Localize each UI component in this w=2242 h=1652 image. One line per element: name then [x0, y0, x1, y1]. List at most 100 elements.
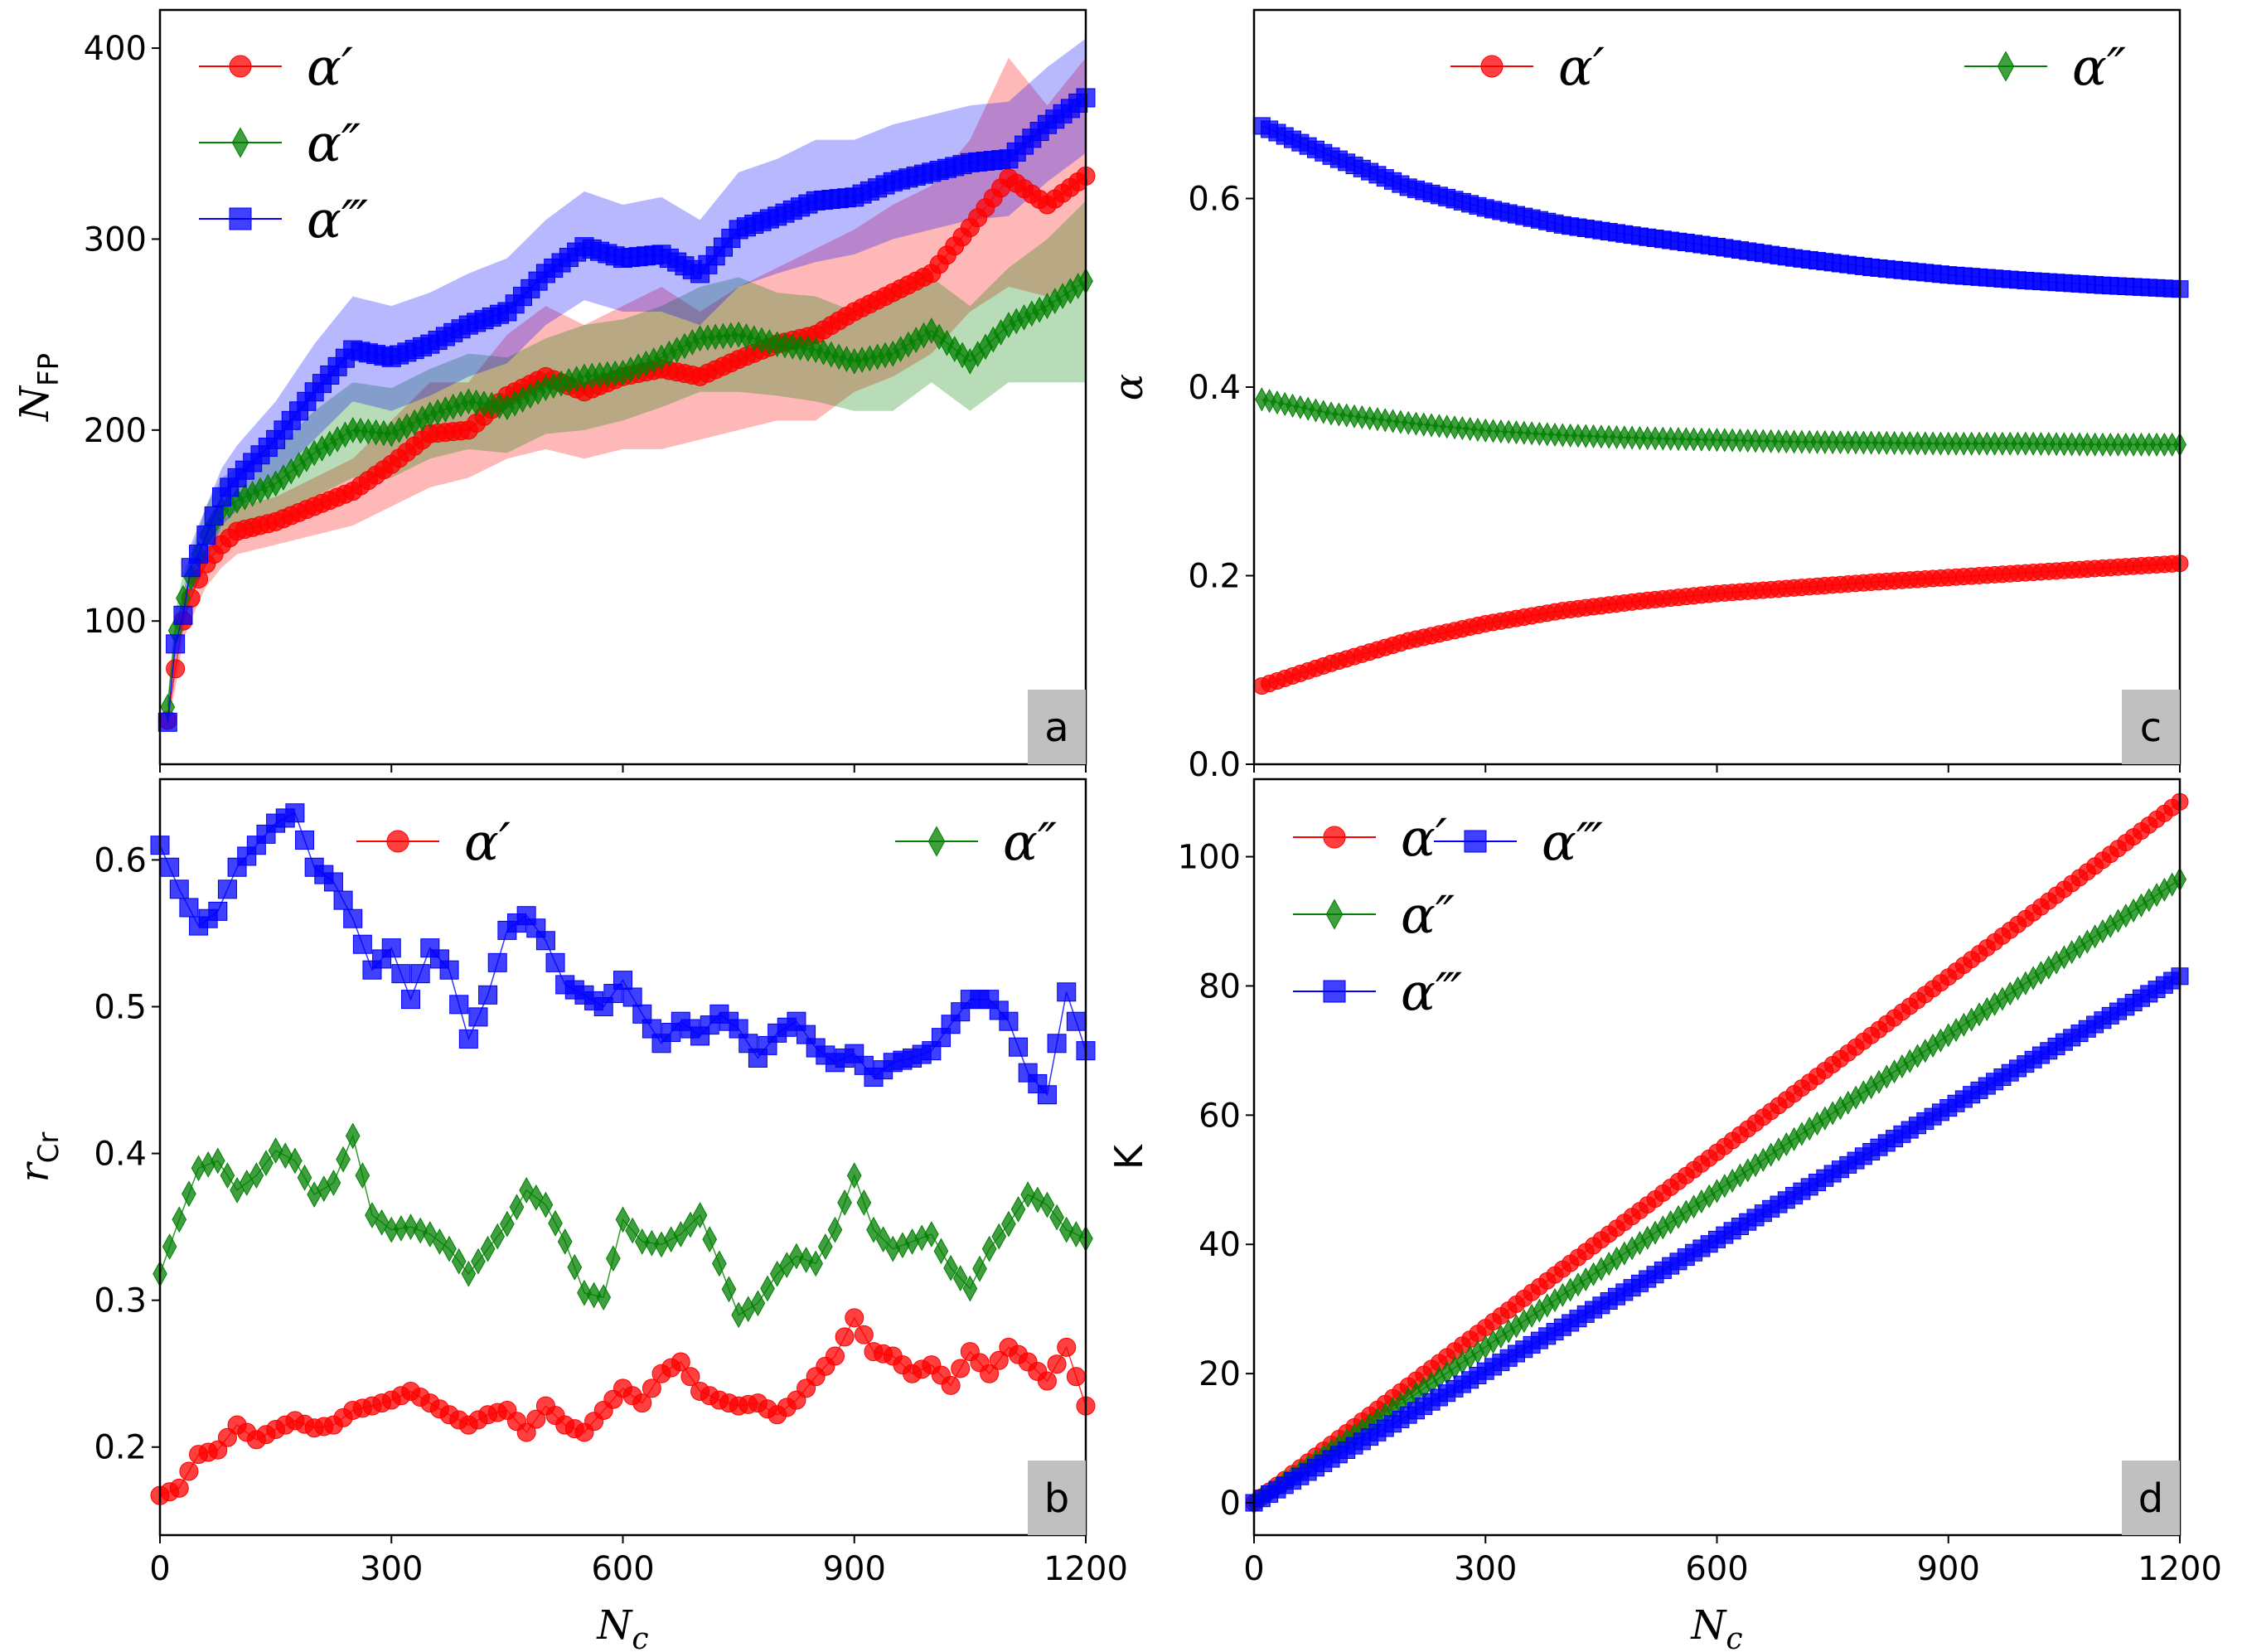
- panel-d-xtick-label: 600: [1685, 1550, 1748, 1588]
- panel-b-point-1: [461, 1260, 477, 1287]
- panel-a-point-2: [204, 506, 224, 526]
- panel-d-xtick-label: 0: [1243, 1550, 1264, 1588]
- panel-b-point-2: [729, 1019, 748, 1039]
- panel-b-legend-marker-0: [386, 830, 409, 853]
- panel-b-point-1: [288, 1147, 303, 1175]
- panel-b-point-1: [471, 1247, 486, 1275]
- panel-d-ytick-label: 100: [1178, 839, 1241, 877]
- panel-b-point-0: [980, 1364, 1000, 1383]
- panel-b-point-0: [941, 1375, 961, 1395]
- panel-b-legend-label-1: α″: [1003, 811, 1057, 872]
- panel-b-point-1: [259, 1150, 274, 1176]
- panel-b-point-1: [673, 1221, 689, 1247]
- panel-b-point-0: [1057, 1337, 1077, 1357]
- panel-b-point-1: [866, 1216, 881, 1243]
- panel-b-point-1: [1049, 1204, 1064, 1231]
- panel-b-point-1: [500, 1210, 515, 1238]
- panel-b-point-2: [545, 952, 565, 972]
- panel-a-point-2: [189, 545, 209, 564]
- panel-b-point-1: [210, 1147, 225, 1175]
- panel-b-point-0: [1066, 1367, 1086, 1387]
- panel-b-point-1: [846, 1162, 862, 1189]
- panel-b-point-1: [644, 1229, 660, 1257]
- panel-b-point-2: [1066, 1011, 1086, 1031]
- panel-b-point-2: [381, 938, 401, 958]
- panel-b-point-1: [769, 1260, 785, 1287]
- panel-a-ytick-label: 200: [84, 412, 147, 450]
- panel-b-point-1: [509, 1194, 525, 1221]
- panel-a-point-2: [173, 605, 193, 625]
- panel-b-point-1: [1010, 1195, 1026, 1223]
- panel-b-point-2: [999, 1011, 1019, 1031]
- panel-b-point-2: [738, 1034, 758, 1054]
- panel-b-point-2: [401, 990, 421, 1010]
- panel-a-legend-marker-0: [229, 55, 252, 78]
- panel-b-ytick-label: 0.6: [94, 841, 147, 879]
- panel-b-xtick-label: 900: [823, 1550, 886, 1588]
- panel-b-point-0: [169, 1478, 189, 1498]
- panel-c-label-box: [2122, 690, 2180, 764]
- panel-b-point-1: [943, 1254, 958, 1281]
- panel-b-label-box: [1028, 1461, 1086, 1535]
- panel-b-label: b: [1044, 1475, 1069, 1522]
- panel-b-point-2: [622, 987, 642, 1007]
- panel-b-point-1: [249, 1162, 264, 1189]
- panel-b-point-1: [606, 1245, 621, 1272]
- panel-b-legend-label-2: α‴: [1542, 811, 1603, 872]
- panel-b-point-1: [837, 1189, 852, 1216]
- panel-c-legend-label-0: α′: [1558, 36, 1605, 97]
- panel-b-point-1: [345, 1122, 361, 1150]
- panel-b-point-0: [835, 1327, 855, 1347]
- panel-b-point-2: [449, 995, 469, 1015]
- panel-a-point-2: [196, 526, 216, 545]
- panel-a-point-0: [166, 659, 186, 679]
- panel-d-ytick-label: 60: [1198, 1097, 1241, 1135]
- panel-a-ylabel: NFP: [12, 353, 65, 422]
- panel-b-point-1: [875, 1226, 891, 1253]
- panel-b-point-2: [487, 952, 507, 972]
- panel-b-xlabel: Nc: [596, 1602, 648, 1652]
- panel-b-ytick-label: 0.4: [94, 1136, 147, 1174]
- panel-b-xtick-label: 600: [591, 1550, 654, 1588]
- panel-b-point-2: [410, 964, 430, 984]
- panel-b-ytick-label: 0.5: [94, 988, 147, 1026]
- panel-b-point-0: [526, 1409, 546, 1429]
- panel-b-point-2: [208, 901, 228, 921]
- panel-b-xtick-label: 1200: [1044, 1550, 1128, 1588]
- panel-b: 0.20.30.40.50.60 300 600 900 1200 b α′ α″ α‴ r…: [12, 778, 1603, 1652]
- panel-b-point-2: [160, 857, 180, 877]
- panel-d-label: d: [2138, 1475, 2163, 1522]
- panel-a-legend-label-0: α′: [307, 36, 353, 97]
- panel-b-point-1: [972, 1255, 987, 1282]
- panel-c: 0.00.20.40.6 c α′α″α‴ α: [1106, 8, 2189, 784]
- panel-b-point-0: [825, 1346, 845, 1366]
- panel-a-label: a: [1044, 705, 1068, 751]
- panel-b-point-1: [856, 1189, 872, 1216]
- panel-b-point-1: [403, 1214, 419, 1240]
- panel-b-point-0: [1047, 1354, 1067, 1374]
- panel-c-legend-marker-1: [1997, 51, 2015, 82]
- panel-a-point-1: [955, 342, 970, 369]
- panel-b-point-1: [1001, 1210, 1016, 1238]
- panel-b-legend: α′ α″ α‴: [356, 811, 1603, 872]
- panel-d-ytick-label: 0: [1220, 1485, 1241, 1523]
- panel-a-point-2: [166, 634, 186, 654]
- panel-b-point-2: [217, 879, 237, 899]
- panel-b-point-0: [671, 1352, 690, 1372]
- panel-b-point-0: [951, 1359, 971, 1378]
- panel-a-label-box: [1028, 690, 1086, 764]
- panel-a-point-1: [924, 317, 939, 344]
- panel-b-xtick-label: 0: [149, 1550, 170, 1588]
- panel-b-point-0: [680, 1367, 700, 1387]
- panel-b-point-2: [343, 908, 363, 928]
- panel-b-point-1: [182, 1180, 196, 1208]
- panel-b-xtick-label: 300: [360, 1550, 423, 1588]
- panel-d-ytick-label: 80: [1198, 967, 1241, 1005]
- panel-b-point-1: [172, 1206, 187, 1233]
- panel-d-xlabel: Nc: [1690, 1602, 1742, 1652]
- panel-b-point-2: [169, 879, 189, 899]
- panel-b-point-1: [750, 1290, 766, 1317]
- panel-d-legend-label-1: α″: [1401, 884, 1455, 945]
- panel-b-point-1: [962, 1275, 978, 1302]
- panel-a-legend-label-1: α″: [307, 113, 361, 173]
